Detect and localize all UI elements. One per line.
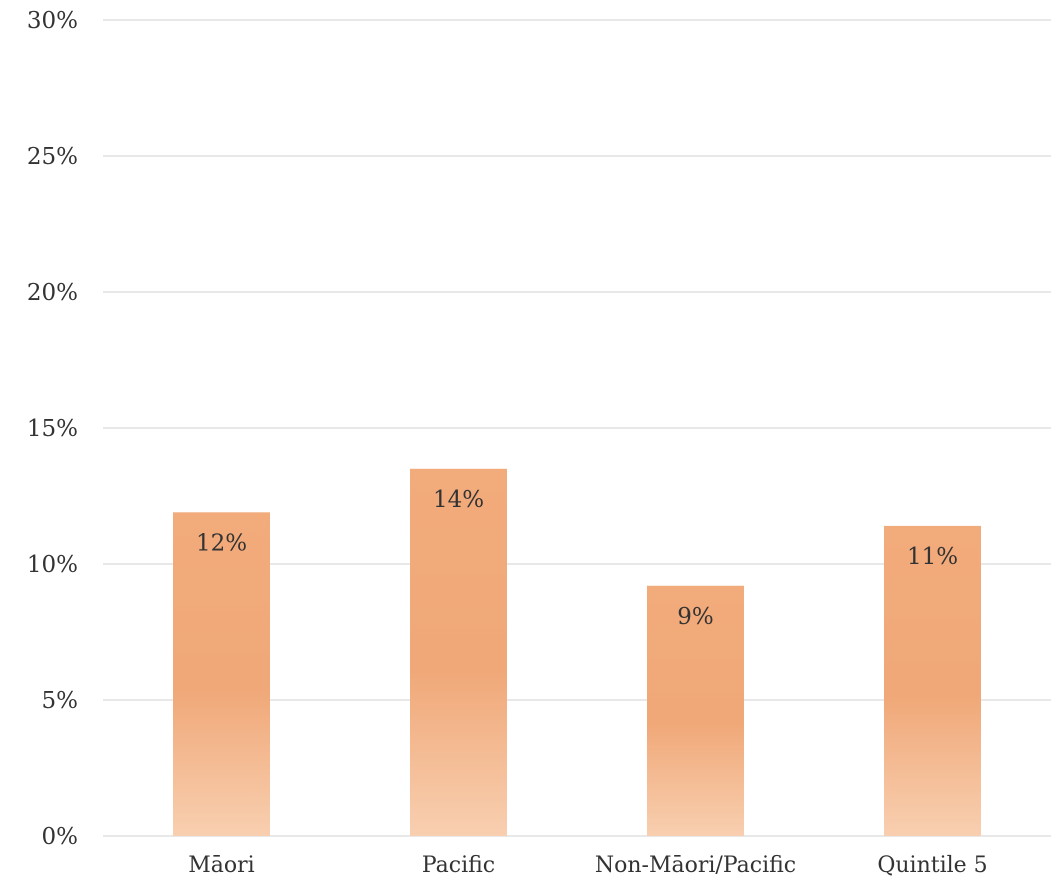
x-tick-label: Quintile 5 xyxy=(877,853,987,878)
bar xyxy=(647,585,744,836)
data-labels: 12% 14% 9% 11% xyxy=(196,487,958,630)
y-tick-label: 20% xyxy=(27,280,78,306)
bar xyxy=(884,525,981,836)
x-tick-label: Pacific xyxy=(422,853,495,878)
bar-data-label: 12% xyxy=(196,530,247,556)
bar-data-label: 9% xyxy=(677,604,714,630)
y-tick-label: 5% xyxy=(42,688,79,714)
y-tick-label: 0% xyxy=(42,824,79,850)
y-tick-label: 15% xyxy=(27,416,78,442)
bar xyxy=(410,468,507,836)
y-tick-label: 25% xyxy=(27,144,78,170)
bar-data-label: 11% xyxy=(907,544,958,570)
x-axis-tick-labels: Māori Pacific Non-Māori/Pacific Quintile 5 xyxy=(188,853,987,878)
y-tick-label: 10% xyxy=(27,552,78,578)
y-axis-tick-labels: 0% 5% 10% 15% 20% 25% 30% xyxy=(27,8,78,850)
x-tick-label: Non-Māori/Pacific xyxy=(595,853,796,878)
bar-data-label: 14% xyxy=(433,487,484,513)
y-tick-label: 30% xyxy=(27,8,78,34)
x-tick-label: Māori xyxy=(188,853,254,878)
bar xyxy=(173,512,270,836)
bars xyxy=(173,468,981,836)
